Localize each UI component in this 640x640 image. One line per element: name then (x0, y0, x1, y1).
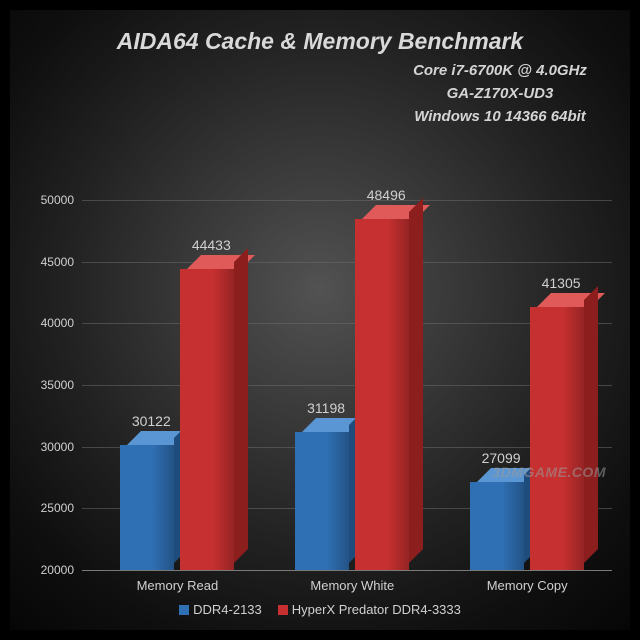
bar-ddr4-2133: 27099 (470, 482, 524, 570)
chart-title: AIDA64 Cache & Memory Benchmark (10, 28, 630, 55)
legend-label: DDR4-2133 (193, 602, 262, 617)
x-tick-label: Memory Copy (487, 570, 568, 593)
y-tick-label: 40000 (41, 316, 82, 330)
chart-subtitle-0: Core i7-6700K @ 4.0GHz (10, 62, 640, 79)
y-tick-label: 25000 (41, 501, 82, 515)
y-tick-label: 30000 (41, 440, 82, 454)
chart-container: AIDA64 Cache & Memory Benchmark Core i7-6… (0, 0, 640, 640)
plot-area: 20000250003000035000400004500050000Memor… (82, 200, 612, 570)
bar-hyperx-predator-ddr4-3333: 44433 (180, 269, 234, 570)
chart-subtitle-1: GA-Z170X-UD3 (10, 85, 640, 102)
gridline (82, 262, 612, 263)
gridline (82, 200, 612, 201)
legend-swatch (179, 605, 189, 615)
legend-swatch (278, 605, 288, 615)
legend-item: HyperX Predator DDR4-3333 (278, 602, 461, 617)
x-tick-label: Memory White (310, 570, 394, 593)
watermark: 3DMGAME.COM (492, 464, 606, 480)
y-tick-label: 20000 (41, 563, 82, 577)
legend-label: HyperX Predator DDR4-3333 (292, 602, 461, 617)
y-tick-label: 45000 (41, 255, 82, 269)
bar-value-label: 30122 (132, 413, 171, 445)
bar-hyperx-predator-ddr4-3333: 41305 (530, 307, 584, 570)
bar-ddr4-2133: 30122 (120, 445, 174, 570)
bar-value-label: 41305 (542, 275, 581, 307)
bar-value-label: 44433 (192, 237, 231, 269)
y-tick-label: 50000 (41, 193, 82, 207)
x-tick-label: Memory Read (137, 570, 219, 593)
legend: DDR4-2133 HyperX Predator DDR4-3333 (10, 602, 630, 617)
chart-subtitle-2: Windows 10 14366 64bit (10, 108, 640, 125)
chart-panel: AIDA64 Cache & Memory BenchmarkCore i7-6… (10, 10, 630, 630)
y-tick-label: 35000 (41, 378, 82, 392)
legend-item: DDR4-2133 (179, 602, 262, 617)
bar-value-label: 31198 (307, 400, 345, 432)
bar-value-label: 48496 (367, 187, 406, 219)
bar-ddr4-2133: 31198 (295, 432, 349, 570)
bar-hyperx-predator-ddr4-3333: 48496 (355, 219, 409, 570)
